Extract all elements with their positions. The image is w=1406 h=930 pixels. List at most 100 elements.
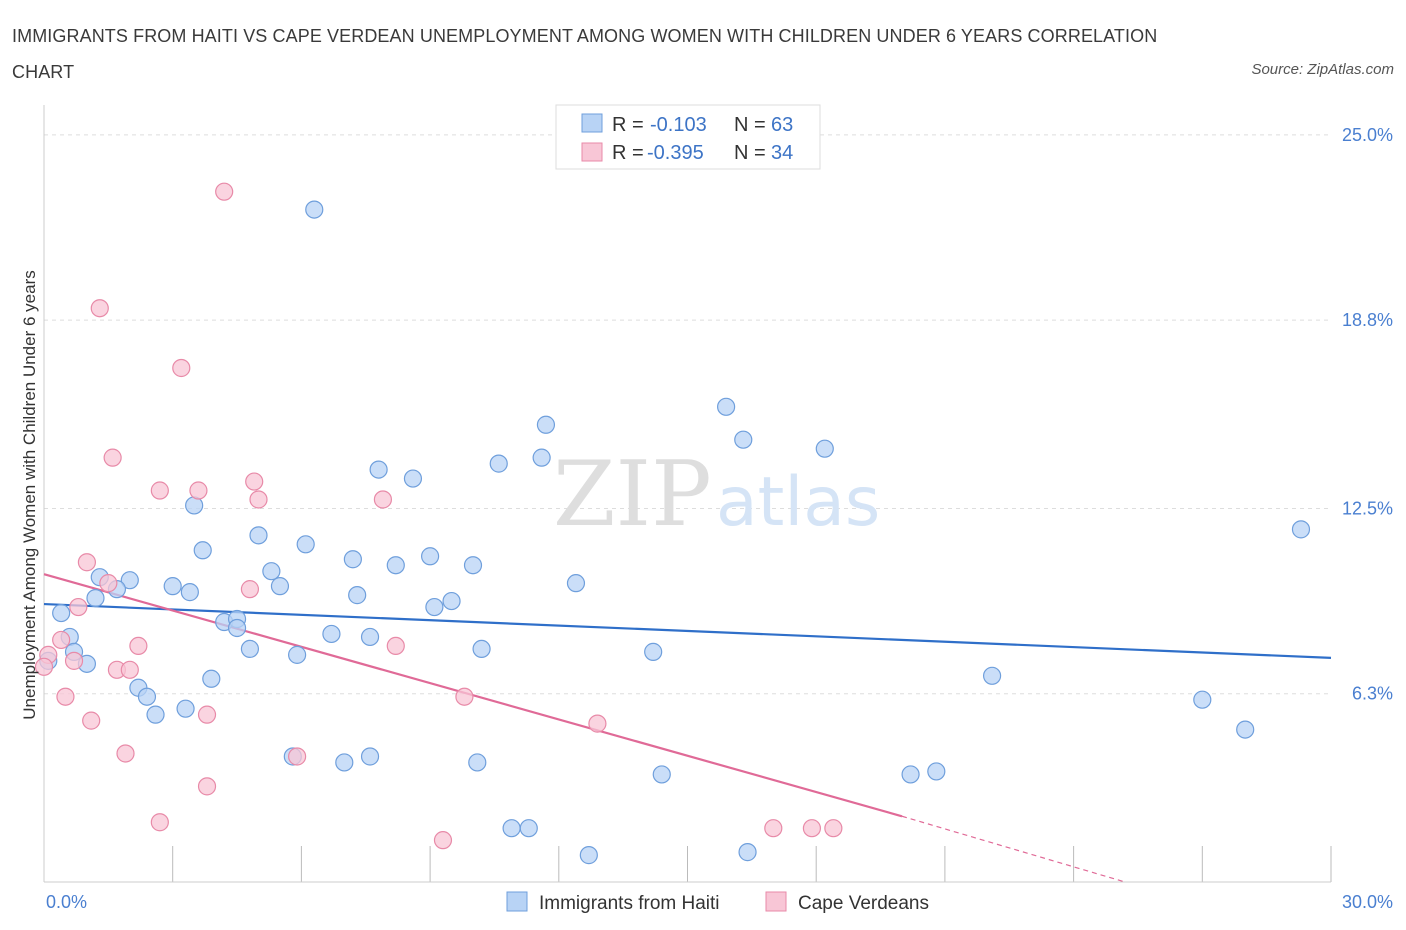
axis-layer <box>43 105 1331 883</box>
data-point-cape <box>64 651 84 670</box>
watermark-zip: ZIP <box>553 442 712 547</box>
data-point-haiti <box>1193 690 1212 709</box>
data-point-cape <box>197 777 217 796</box>
trend-line-haiti <box>43 602 1332 659</box>
data-point-cape <box>116 744 135 763</box>
data-point-haiti <box>1236 720 1255 739</box>
data-point-haiti <box>322 624 341 644</box>
data-point-haiti <box>137 687 157 706</box>
data-point-haiti <box>240 639 260 659</box>
y-tick-label: 25.0% <box>1342 125 1393 145</box>
data-point-haiti <box>180 583 199 602</box>
data-point-haiti <box>288 645 307 664</box>
data-point-cape <box>129 636 148 656</box>
data-point-haiti <box>502 819 521 838</box>
data-point-haiti <box>717 397 736 416</box>
legend-swatch-cape <box>581 142 603 162</box>
data-point-cape <box>150 813 169 832</box>
y-tick-label: 12.5% <box>1342 498 1393 518</box>
data-point-cape <box>150 481 169 500</box>
data-point-cape <box>215 182 234 201</box>
data-point-haiti <box>202 669 221 688</box>
bottom-legend-label-haiti: Immigrants from Haiti <box>539 893 720 914</box>
data-point-haiti <box>369 460 388 479</box>
data-point-haiti <box>425 597 444 617</box>
legend-r-label: R = <box>612 114 644 136</box>
data-point-cape <box>120 660 139 679</box>
data-point-cape <box>52 630 71 650</box>
data-point-haiti <box>86 588 105 608</box>
data-point-haiti <box>579 846 598 865</box>
y-tick-label: 6.3% <box>1352 684 1393 704</box>
legend-n-value: 34 <box>771 142 793 164</box>
tick-label-layer: 6.3% 12.5% 18.8% 25.0% 0.0% 30.0% <box>46 125 1393 912</box>
legend-n-value: 63 <box>771 114 793 136</box>
x-tick-label: 0.0% <box>46 892 87 912</box>
data-point-haiti <box>519 819 538 838</box>
bottom-legend-label-cape: Cape Verdeans <box>798 893 929 914</box>
data-point-haiti <box>536 415 556 434</box>
data-point-haiti <box>421 547 440 566</box>
data-point-haiti <box>386 556 405 575</box>
data-point-haiti <box>1291 520 1311 539</box>
data-point-haiti <box>489 454 508 473</box>
y-tick-label: 18.8% <box>1342 310 1393 330</box>
data-point-haiti <box>463 556 483 575</box>
bottom-legend-swatch-cape <box>765 891 787 912</box>
data-point-haiti <box>468 753 487 772</box>
legend-n-label: N = <box>734 114 766 136</box>
legend-r-label: R = <box>612 142 644 164</box>
data-point-cape <box>386 636 405 656</box>
legend-r-value: -0.395 <box>647 142 704 164</box>
data-point-cape <box>103 448 122 467</box>
data-point-haiti <box>644 642 663 661</box>
data-point-haiti <box>193 541 212 560</box>
data-point-cape <box>433 831 453 850</box>
data-point-haiti <box>738 843 757 862</box>
data-point-haiti <box>532 448 551 467</box>
data-point-haiti <box>305 200 324 219</box>
data-point-cape <box>245 472 264 491</box>
data-point-haiti <box>120 571 139 590</box>
data-point-haiti <box>815 439 834 458</box>
data-point-haiti <box>982 666 1002 685</box>
data-point-cape <box>197 705 217 724</box>
data-point-cape <box>288 747 307 766</box>
data-point-cape <box>189 481 208 500</box>
watermark: ZIP atlas <box>553 442 880 547</box>
data-point-haiti <box>348 586 367 605</box>
data-point-haiti <box>927 762 946 781</box>
data-point-haiti <box>176 699 195 718</box>
legend-r-value: -0.103 <box>650 114 707 136</box>
data-point-cape <box>69 597 88 617</box>
data-point-haiti <box>360 747 380 766</box>
y-axis-label: Unemployment Among Women with Children U… <box>20 270 39 719</box>
data-point-cape <box>249 490 268 509</box>
data-point-cape <box>588 714 607 733</box>
data-point-cape <box>824 819 843 838</box>
data-point-cape <box>56 687 75 706</box>
x-tick-label: 30.0% <box>1342 892 1393 912</box>
legend-n-label: N = <box>734 142 766 164</box>
data-point-haiti <box>185 496 204 515</box>
points-layer <box>34 182 1311 865</box>
data-point-haiti <box>52 603 71 623</box>
data-point-haiti <box>335 753 354 772</box>
data-point-haiti <box>249 526 268 545</box>
data-point-haiti <box>901 765 920 784</box>
data-point-haiti <box>472 639 491 659</box>
data-point-cape <box>77 553 97 572</box>
data-point-haiti <box>146 705 165 724</box>
data-point-haiti <box>566 574 586 593</box>
grid-layer <box>44 134 1332 882</box>
trend-line-extension-cape <box>901 815 1126 883</box>
data-point-cape <box>34 657 54 676</box>
data-point-cape <box>99 574 118 593</box>
watermark-atlas: atlas <box>716 463 880 542</box>
data-point-haiti <box>163 577 182 596</box>
data-point-cape <box>373 490 393 509</box>
data-point-haiti <box>403 469 423 488</box>
data-point-cape <box>240 580 260 599</box>
data-point-cape <box>90 299 109 318</box>
bottom-legend-swatch-haiti <box>506 891 528 912</box>
